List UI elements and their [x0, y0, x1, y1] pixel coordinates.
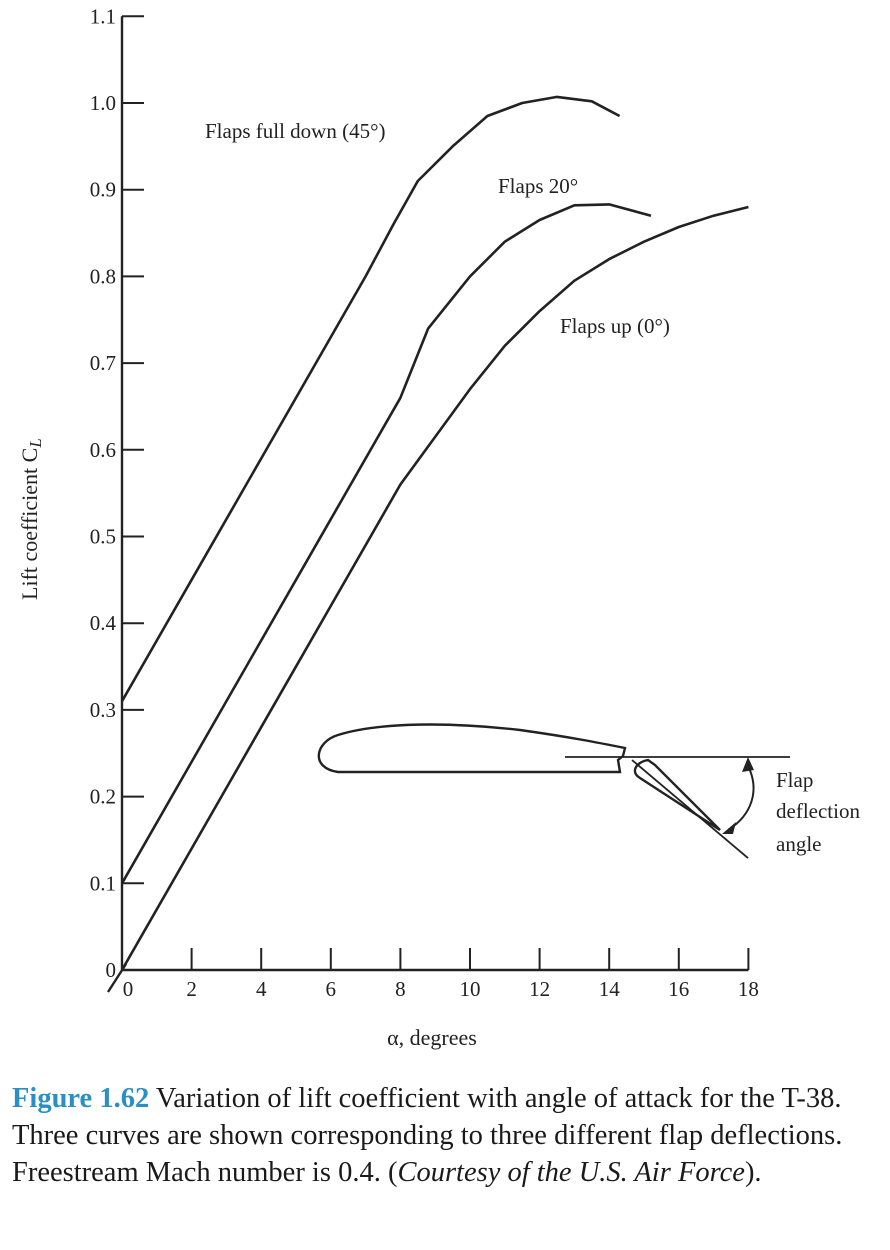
- series-label-0: Flaps full down (45°): [205, 119, 385, 143]
- y-tick-label: 0.2: [90, 785, 116, 809]
- x-tick-label: 0: [123, 977, 134, 1001]
- y-tick-label: 0.8: [90, 264, 116, 288]
- caption-text: Variation of lift coefficient with angle…: [12, 1083, 843, 1188]
- chart-curves: [120, 95, 749, 971]
- figure-caption: Figure 1.62 Variation of lift coefficien…: [12, 1080, 880, 1191]
- y-tick-label: 0.6: [90, 438, 116, 462]
- inset-label-line-2: deflection: [776, 799, 860, 823]
- inset-label-line-1: Flap: [776, 768, 813, 792]
- y-axis-title-subscript: L: [26, 438, 45, 448]
- figure-number: Figure 1.62: [12, 1083, 150, 1114]
- x-tick-label: 10: [460, 977, 481, 1001]
- y-tick-label: 0.7: [90, 351, 116, 375]
- y-tick-label: 0: [106, 958, 117, 982]
- y-tick-label: 1.1: [90, 4, 116, 28]
- y-axis-title-text: Lift coefficient C: [17, 448, 42, 600]
- series-line-2: [120, 205, 749, 971]
- y-tick-label: 0.4: [90, 611, 117, 635]
- series-line-0: [120, 95, 621, 702]
- series-line-1: [120, 203, 652, 884]
- caption-text-end: ).: [744, 1157, 762, 1188]
- y-tick-label: 0.3: [90, 698, 116, 722]
- series-label-1: Flaps 20°: [498, 174, 578, 198]
- chart-labels: Flaps full down (45°) Flaps 20° Flaps up (…: [205, 119, 670, 338]
- caption-credit: Courtesy of the U.S. Air Force: [397, 1157, 745, 1188]
- flap-deflected-line: [631, 759, 749, 859]
- flap-deflection-diagram: [317, 723, 790, 859]
- chart-axes: [106, 16, 749, 993]
- x-tick-label: 2: [186, 977, 197, 1001]
- inset-label-line-3: angle: [776, 832, 821, 856]
- arc-arrowhead-top: [742, 757, 754, 772]
- y-tick-label: 1.0: [90, 91, 116, 115]
- svg-text:Lift coefficient CL: Lift coefficient CL: [17, 438, 45, 600]
- flap-deflection-label: Flap deflection angle: [776, 768, 860, 856]
- x-tick-label: 14: [599, 977, 621, 1001]
- x-axis-title: α, degrees: [387, 1025, 477, 1050]
- y-axis-title: Lift coefficient CL: [17, 438, 45, 600]
- chart-ticks: 0 0.1 0.2 0.3 0.4 0.5 0.6 0.7 0.8 0.9 1.0 1.1 0 2 4 6 8 1…: [90, 4, 759, 1001]
- y-tick-label: 0.5: [90, 525, 116, 549]
- x-tick-label: 4: [256, 977, 267, 1001]
- lift-coefficient-chart: 0 0.1 0.2 0.3 0.4 0.5 0.6 0.7 0.8 0.9 1.0 1.1 0 2 4 6 8 1…: [17, 4, 860, 1050]
- x-tick-label: 18: [738, 977, 759, 1001]
- airfoil-shape: [317, 723, 627, 774]
- deflection-angle-arc: [727, 765, 755, 831]
- x-tick-label: 6: [326, 977, 337, 1001]
- x-tick-label: 16: [668, 977, 689, 1001]
- y-tick-label: 0.9: [90, 178, 116, 202]
- y-tick-label: 0.1: [90, 871, 116, 895]
- x-tick-label: 8: [395, 977, 406, 1001]
- x-tick-label: 12: [529, 977, 550, 1001]
- series-label-2: Flaps up (0°): [560, 314, 670, 338]
- arc-arrowhead-bottom: [722, 822, 736, 834]
- flap-shape: [633, 758, 721, 832]
